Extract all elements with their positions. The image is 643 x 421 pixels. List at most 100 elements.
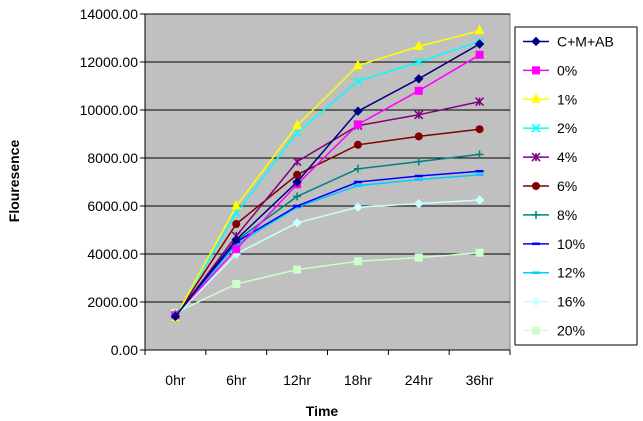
legend-marker: [532, 210, 540, 219]
data-point: [413, 40, 424, 50]
data-point: [353, 140, 362, 149]
data-point: [170, 311, 181, 322]
x-tick-label: 18hr: [344, 372, 372, 388]
x-tick-label: 6hr: [226, 372, 247, 388]
data-point: [414, 132, 423, 141]
data-point: [474, 24, 485, 35]
legend-item: 8%: [523, 207, 577, 223]
data-point: [353, 120, 362, 129]
data-point: [414, 198, 424, 209]
legend-label: 8%: [557, 207, 577, 223]
x-tick-label: 12hr: [283, 372, 311, 388]
y-tick-label: 12000.00: [80, 54, 139, 70]
legend-marker: [531, 93, 541, 103]
data-point: [353, 76, 363, 86]
data-point: [232, 220, 241, 228]
legend-label: 16%: [557, 294, 585, 310]
legend-item: 20%: [523, 323, 585, 339]
legend-item: 16%: [523, 294, 585, 310]
plot-area-group: [140, 13, 511, 355]
series-6pct: [171, 125, 484, 321]
legend-label: 6%: [557, 178, 577, 194]
data-point: [414, 110, 424, 120]
legend-label: 20%: [557, 323, 585, 339]
legend-label: 2%: [557, 120, 577, 136]
series-line: [174, 174, 480, 317]
data-point: [414, 57, 424, 67]
series-group: [170, 24, 485, 322]
series-line: [174, 30, 480, 318]
legend-item: 12%: [523, 265, 585, 281]
data-point: [232, 245, 241, 254]
legend-marker: [531, 36, 541, 47]
x-tick-label: 0hr: [165, 372, 186, 388]
data-point: [292, 177, 302, 187]
data-point: [292, 119, 302, 130]
data-point: [353, 59, 363, 70]
data-point: [231, 234, 241, 245]
legend-item: C+M+AB: [523, 33, 614, 49]
data-point: [414, 86, 423, 95]
legend-item: 2%: [523, 120, 577, 136]
data-point: [475, 248, 484, 257]
legend-item: 0%: [523, 62, 577, 78]
y-tick-label: 6000.00: [87, 198, 138, 214]
data-point: [475, 97, 485, 107]
legend-label: 12%: [557, 265, 585, 281]
data-point: [353, 202, 363, 212]
data-point: [353, 257, 362, 266]
y-tick-label: 8000.00: [87, 150, 138, 166]
data-point: [293, 170, 302, 179]
data-point: [353, 106, 363, 116]
x-tick-labels: 0hr 6hr 12hr 18hr 24hr 36hr: [165, 372, 494, 388]
data-point: [231, 199, 242, 210]
x-tick-label: 36hr: [466, 372, 494, 388]
series-line: [174, 43, 480, 317]
legend-item: 1%: [523, 91, 577, 107]
data-point: [475, 125, 484, 134]
data-point: [474, 195, 485, 205]
y-tick-label: 0.00: [111, 342, 138, 358]
data-point: [293, 192, 302, 201]
legend-item: 4%: [523, 149, 577, 165]
y-tick-label: 14000.00: [80, 6, 139, 22]
y-tick-label: 10000.00: [80, 102, 139, 118]
data-point: [293, 265, 302, 274]
data-point: [232, 280, 241, 288]
legend-marker: [532, 66, 540, 75]
series-1pct: [170, 24, 485, 322]
legend-marker: [532, 326, 540, 335]
legend-marker: [531, 296, 541, 307]
series-line: [174, 170, 480, 316]
legend-label: 4%: [557, 149, 577, 165]
legend-item: 10%: [523, 236, 585, 252]
legend-label: 1%: [557, 91, 577, 107]
series-line: [174, 100, 480, 317]
legend-label: 10%: [557, 236, 585, 252]
data-point: [353, 164, 362, 173]
data-point: [414, 157, 423, 166]
series-line: [175, 252, 480, 314]
y-axis-title: Flouresence: [6, 140, 22, 223]
y-tick-labels: 0.00 2000.00 4000.00 6000.00 8000.00 10000.00…: [80, 6, 139, 358]
series-line: [174, 128, 480, 317]
series-line: [174, 54, 480, 316]
series-c-m-ab: [170, 39, 485, 322]
legend-label: C+M+AB: [557, 33, 614, 49]
y-tick-label: 2000.00: [87, 294, 138, 310]
x-tick-label: 24hr: [405, 372, 433, 388]
legend-marker: [531, 152, 541, 162]
data-point: [292, 157, 302, 167]
data-point: [292, 218, 302, 228]
data-point: [414, 74, 424, 84]
legend: C+M+AB 0% 1% 2% 4% 6% 8% 10% 12% 16% 20%: [514, 26, 638, 346]
legend-label: 0%: [557, 62, 577, 78]
data-point: [474, 39, 485, 49]
data-point: [414, 253, 423, 262]
legend-marker: [532, 182, 540, 190]
data-point: [475, 50, 484, 59]
legend-marker: [531, 123, 541, 133]
series-line: [174, 199, 480, 317]
data-point: [475, 150, 484, 159]
